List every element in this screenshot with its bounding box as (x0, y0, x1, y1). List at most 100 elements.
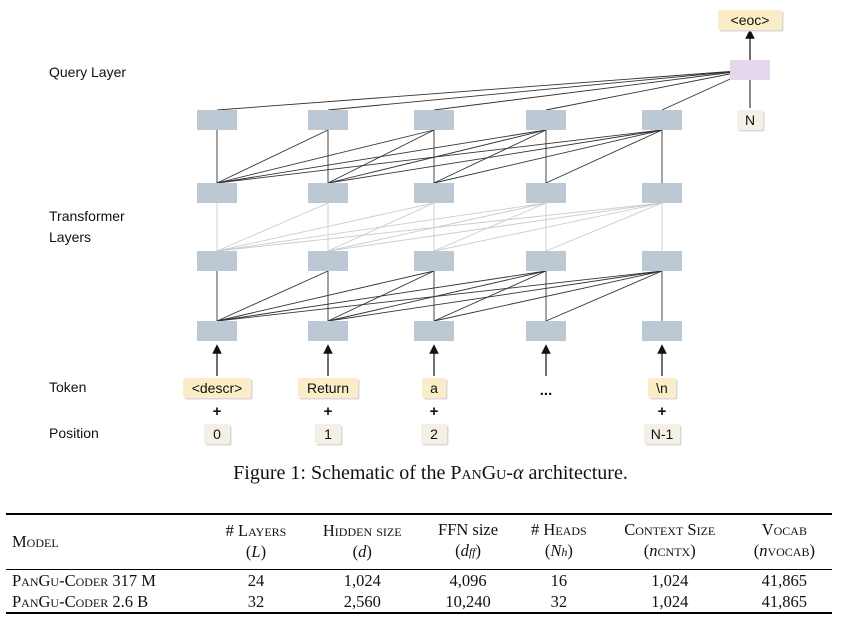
transformer-node (642, 183, 682, 203)
attention-edge (327, 129, 663, 184)
header-hidden-size: Hidden size (d) (322, 521, 402, 561)
position-box: 2 (421, 424, 449, 446)
cell-ffn: 4,096 (449, 571, 487, 590)
attention-edge (433, 129, 547, 184)
attention-edge (216, 129, 663, 184)
attention-edge (433, 202, 547, 252)
svg-text:a: a (430, 380, 438, 396)
attention-edge (327, 202, 547, 252)
attention-edge (327, 202, 435, 252)
cell-hidden: 1,024 (343, 571, 381, 590)
token-box: <descr> (183, 378, 253, 400)
transformer-node (414, 110, 454, 130)
query-edge (545, 69, 751, 111)
attention-edge (545, 129, 663, 184)
transformer-node (308, 251, 348, 271)
cell-heads: 32 (550, 592, 568, 611)
attention-edge (327, 270, 547, 322)
attention-edge (327, 129, 547, 184)
cell-hidden: 2,560 (343, 592, 381, 611)
attention-edge (433, 202, 663, 252)
attention-edge (327, 270, 435, 322)
svg-text:N: N (745, 112, 755, 128)
svg-text:N-1: N-1 (651, 426, 674, 442)
attention-edge (327, 202, 663, 252)
transformer-node (197, 183, 237, 203)
transformer-node (526, 183, 566, 203)
token-box: Return (298, 378, 360, 400)
cell-layers: 32 (247, 592, 265, 611)
position-box: 1 (315, 424, 343, 446)
attention-edge (216, 129, 435, 184)
query-edge (216, 69, 751, 111)
query-edge (327, 69, 751, 111)
token-box: a (422, 378, 448, 400)
transformer-node (642, 251, 682, 271)
transformer-node (308, 110, 348, 130)
table-row: PanGu-Coder 317 M 24 1,024 4,096 16 1,02… (6, 569, 832, 592)
transformer-node (526, 321, 566, 341)
transformer-node (414, 183, 454, 203)
query-edge (433, 69, 751, 111)
svg-text:<eoc>: <eoc> (731, 12, 770, 28)
svg-text:<descr>: <descr> (192, 380, 243, 396)
attention-edge (433, 270, 663, 322)
header-vocab: Vocab (nVOCAB) (753, 520, 815, 560)
header-model: Model (12, 531, 59, 551)
token-label: Token (49, 379, 86, 395)
attention-edge (545, 270, 663, 322)
attention-edge (216, 270, 435, 322)
cell-context: 1,024 (651, 592, 689, 611)
ellipsis-token: ... (540, 382, 553, 399)
token-box: \n (648, 378, 678, 400)
svg-text:Return: Return (307, 380, 349, 396)
cell-layers: 24 (247, 571, 265, 590)
attention-edge (433, 129, 663, 184)
model-config-table: Model # Layers (L) Hidden size (d) FFN siz… (6, 513, 832, 614)
plus-sign: + (213, 403, 222, 420)
plus-sign: + (658, 403, 667, 420)
attention-edge (216, 202, 329, 252)
cell-ffn: 10,240 (445, 592, 491, 611)
attention-edge (433, 270, 547, 322)
attention-edge (216, 202, 435, 252)
transformer-node (642, 110, 682, 130)
cell-model: PanGu-Coder 2.6 B (12, 592, 149, 611)
attention-edge (545, 202, 663, 252)
cell-vocab: 41,865 (761, 592, 808, 611)
architecture-diagram: Query Layer Transformer Layers Token Pos… (49, 10, 784, 446)
transformer-node (414, 251, 454, 271)
table-row: PanGu-Coder 2.6 B 32 2,560 10,240 32 1,0… (6, 591, 832, 613)
cell-context: 1,024 (651, 571, 689, 590)
attention-edge (216, 270, 329, 322)
query-node (730, 60, 770, 80)
svg-text:0: 0 (213, 426, 221, 442)
attention-edge (216, 270, 663, 322)
header-heads: # Heads (Nh) (531, 520, 587, 560)
svg-text:\n: \n (656, 380, 668, 396)
transformer-layers-label-line1: Transformer (49, 208, 125, 224)
figure-caption: Figure 1: Schematic of the PanGu-α archi… (233, 462, 628, 484)
position-box: N-1 (644, 424, 682, 446)
plus-sign: + (430, 403, 439, 420)
transformer-node (197, 251, 237, 271)
query-position-box: N (737, 110, 765, 132)
plus-sign: + (324, 403, 333, 420)
transformer-node (308, 321, 348, 341)
transformer-layers-label-line2: Layers (49, 229, 91, 245)
transformer-node (414, 321, 454, 341)
transformer-node (308, 183, 348, 203)
transformer-node (197, 321, 237, 341)
transformer-node (197, 110, 237, 130)
transformer-node (526, 251, 566, 271)
header-ffn-size: FFN size (dff) (438, 520, 499, 560)
attention-edge (327, 129, 435, 184)
header-context-size: Context Size (nCNTX) (624, 520, 716, 560)
position-box: 0 (204, 424, 232, 446)
table-header-row: Model # Layers (L) Hidden size (d) FFN siz… (6, 514, 832, 570)
svg-text:1: 1 (324, 426, 332, 442)
transformer-node (526, 110, 566, 130)
transformer-node (642, 321, 682, 341)
cell-heads: 16 (550, 571, 568, 590)
eoc-token-box: <eoc> (718, 10, 784, 32)
